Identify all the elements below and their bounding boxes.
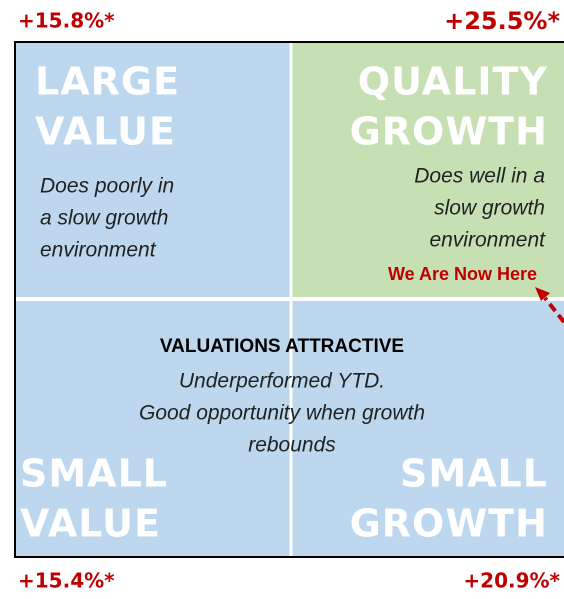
- quality-growth-fill: [292, 43, 564, 298]
- arrow-head: [535, 287, 550, 301]
- quadrant-title: VALUE: [35, 110, 176, 154]
- quadrant-description: a slow growth: [40, 207, 168, 230]
- center-line: rebounds: [248, 434, 336, 457]
- quadrant-title: SMALL: [20, 452, 168, 496]
- arrow-shaft: [543, 296, 564, 324]
- quadrant-description: Does well in a: [414, 165, 545, 188]
- quadrant-title: GROWTH: [350, 502, 548, 546]
- quadrant-description: environment: [429, 229, 546, 252]
- quadrant-title: SMALL: [400, 452, 548, 496]
- quadrant-title: QUALITY: [358, 60, 548, 104]
- corner-label: +15.8%*: [18, 9, 115, 33]
- corner-label: +25.5%*: [444, 7, 560, 35]
- quadrant-title: GROWTH: [350, 110, 548, 154]
- center-line: Underperformed YTD.: [179, 370, 385, 393]
- quadrant-description: slow growth: [434, 197, 545, 220]
- quadrant-description: environment: [40, 239, 157, 262]
- center-line: Good opportunity when growth: [139, 402, 425, 425]
- quadrant-title: VALUE: [20, 502, 161, 546]
- quadrant-description: Does poorly in: [40, 175, 174, 198]
- center-heading: VALUATIONS ATTRACTIVE: [160, 336, 404, 357]
- corner-label: +20.9%*: [463, 569, 560, 593]
- quadrant-title: LARGE: [35, 60, 180, 104]
- corner-label: +15.4%*: [18, 569, 115, 593]
- position-marker: We Are Now Here: [388, 264, 537, 284]
